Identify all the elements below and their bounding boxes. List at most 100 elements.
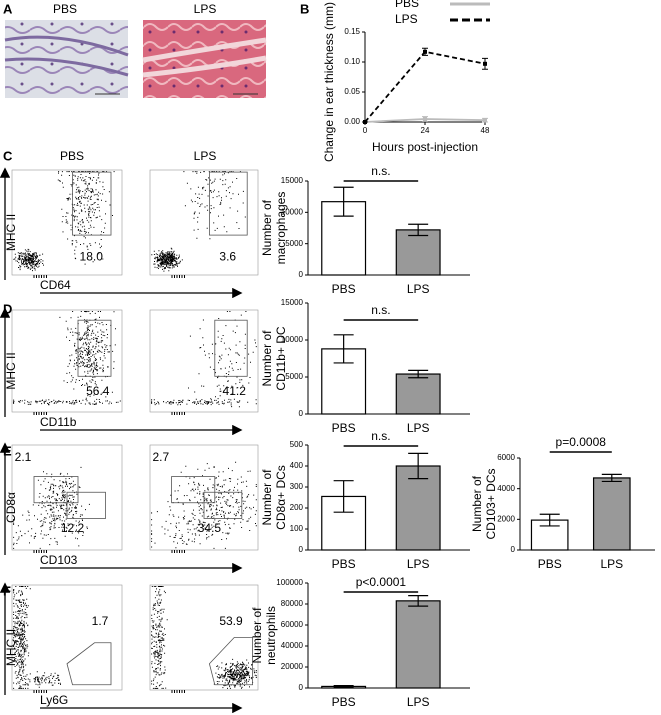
error-bar	[539, 513, 560, 527]
y-axis-label: Number of	[470, 475, 484, 532]
y-tick-label: 20000	[281, 662, 304, 671]
x-tick-label: PBS	[332, 421, 356, 435]
x-axis-label: CD64	[40, 278, 71, 292]
y-tick-label: 10000	[281, 207, 304, 216]
gate-percentage: 1.7	[92, 614, 109, 628]
y-axis-label: Change in ear thickness (mm)	[322, 2, 336, 162]
x-tick-label: PBS	[332, 695, 356, 709]
x-tick-label: LPS	[407, 695, 430, 709]
y-axis-label: CD8α	[4, 492, 18, 523]
flow-plot-frame	[11, 169, 123, 276]
y-tick-label: 4000	[497, 484, 515, 493]
bar	[395, 465, 441, 551]
gate	[66, 491, 106, 519]
gate-percentage: 2.7	[152, 450, 169, 464]
panel-letter: F	[3, 583, 11, 598]
bar	[395, 229, 441, 276]
marker	[363, 120, 367, 124]
gate	[66, 642, 112, 686]
x-tick-label: PBS	[332, 557, 356, 571]
error-bar	[333, 480, 354, 513]
x-tick-label: PBS	[332, 282, 356, 296]
column-label: LPS	[194, 149, 217, 163]
gate-percentage: 2.1	[15, 450, 32, 464]
gate	[171, 476, 216, 504]
marker	[423, 49, 427, 54]
marker	[483, 61, 487, 66]
y-axis-label: CD103+ DCs	[484, 468, 498, 539]
gate	[208, 171, 248, 236]
x-tick-label: PBS	[538, 557, 562, 571]
gate	[203, 491, 243, 519]
x-tick-label: 48	[481, 126, 490, 135]
y-axis-label: MHC II	[4, 352, 18, 389]
error-bar	[333, 684, 354, 688]
y-axis-label: neutrophils	[264, 606, 278, 665]
gate-percentage: 56.4	[86, 384, 110, 398]
y-tick-label: 0.15	[344, 27, 360, 36]
column-label: PBS	[60, 149, 84, 163]
flow-events	[13, 586, 62, 689]
tissue-layer	[142, 37, 267, 78]
y-axis-label: CD11b+ DC	[274, 326, 288, 390]
significance-label: p<0.0001	[356, 575, 407, 589]
significance-label: n.s.	[371, 429, 390, 443]
flow-events	[13, 171, 115, 272]
y-axis-label: MHC II	[4, 629, 18, 666]
y-tick-label: 0	[299, 409, 304, 418]
gate-percentage: 3.6	[219, 249, 236, 263]
panel-letter: C	[3, 148, 13, 163]
gate	[72, 171, 112, 236]
y-tick-label: 300	[290, 482, 304, 491]
gate	[208, 637, 254, 686]
y-tick-label: 0	[299, 270, 304, 279]
flow-plot-frame	[149, 169, 259, 276]
y-tick-label: 400	[290, 461, 304, 470]
y-tick-label: 10000	[281, 335, 304, 344]
error-bar	[408, 595, 429, 607]
column-label: PBS	[53, 2, 77, 16]
y-tick-label: 0	[299, 545, 304, 554]
error-bar	[408, 369, 429, 379]
y-tick-label: 80000	[281, 599, 304, 608]
flow-events	[151, 586, 257, 689]
x-tick-label: LPS	[600, 557, 623, 571]
legend-label: PBS	[395, 0, 419, 10]
y-tick-label: 500	[290, 440, 304, 449]
gate-percentage: 18.0	[80, 249, 104, 263]
y-axis-label: Number of	[260, 469, 274, 526]
x-tick-label: 0	[363, 126, 368, 135]
y-tick-label: 0.05	[344, 87, 360, 96]
y-tick-label: 100	[290, 524, 304, 533]
significance-label: p=0.0008	[556, 435, 607, 449]
flow-plot-frame	[149, 584, 259, 691]
x-axis-label: CD11b	[40, 415, 77, 429]
x-axis-label: Hours post-injection	[372, 140, 478, 154]
y-tick-label: 5000	[285, 372, 303, 381]
x-tick-label: LPS	[407, 282, 430, 296]
gate-percentage: 12.2	[61, 521, 85, 535]
x-axis-label: Ly6G	[40, 693, 68, 707]
y-axis-label: macrophages	[274, 192, 288, 265]
x-tick-label: 24	[421, 126, 430, 135]
y-tick-label: 2000	[497, 514, 515, 523]
significance-label: n.s.	[371, 303, 390, 317]
error-bar	[601, 473, 622, 483]
flow-events	[151, 171, 246, 272]
panel-letter: B	[300, 1, 309, 16]
gate	[214, 319, 248, 377]
error-bar	[333, 186, 354, 217]
x-axis-label: CD103	[40, 553, 78, 567]
y-tick-label: 5000	[285, 239, 303, 248]
flow-plot-frame	[149, 444, 259, 551]
y-axis-label: MHC II	[4, 214, 18, 251]
flow-plot-frame	[11, 444, 123, 551]
gate-percentage: 53.9	[219, 614, 243, 628]
gate	[33, 476, 79, 504]
x-tick-label: LPS	[407, 557, 430, 571]
flow-plot-frame	[149, 309, 259, 413]
column-label: LPS	[194, 2, 217, 16]
gate	[77, 319, 112, 377]
marker	[423, 117, 427, 121]
